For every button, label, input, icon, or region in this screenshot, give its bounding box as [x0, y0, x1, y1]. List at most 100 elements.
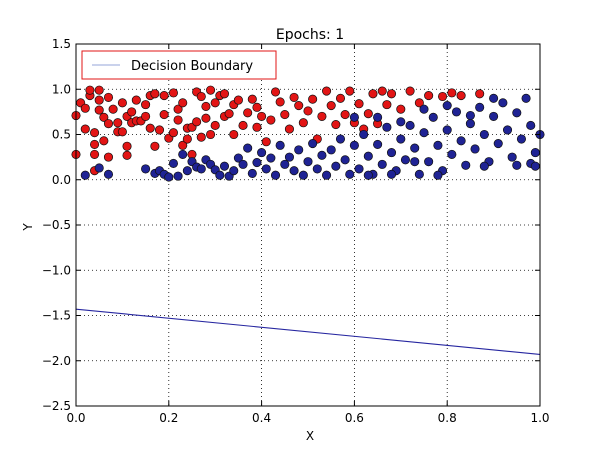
x-axis-label: X — [306, 429, 314, 443]
blue-point-77 — [489, 111, 499, 121]
blue-point-55 — [386, 148, 397, 158]
blue-point-52 — [373, 139, 383, 150]
red-point-55 — [196, 132, 206, 142]
blue-point-2 — [103, 169, 114, 179]
blue-point-28 — [261, 164, 271, 174]
blue-point-46 — [345, 169, 355, 179]
red-point-38 — [154, 125, 165, 135]
red-point-7 — [90, 128, 100, 138]
red-point-102 — [386, 89, 397, 99]
red-point-90 — [331, 119, 341, 130]
blue-point-8 — [168, 158, 178, 169]
blue-point-75 — [479, 129, 489, 140]
blue-point-90 — [396, 117, 406, 127]
red-point-81 — [289, 92, 299, 102]
red-point-44 — [173, 115, 183, 125]
red-point-54 — [196, 91, 206, 102]
decision-boundary — [75, 308, 541, 355]
red-point-91 — [335, 93, 346, 103]
red-point-78 — [275, 97, 285, 107]
blue-point-38 — [308, 139, 318, 149]
blue-point-9 — [173, 171, 183, 181]
blue-point-24 — [243, 143, 253, 153]
blue-point-60 — [410, 143, 420, 153]
blue-point-49 — [359, 129, 369, 140]
legend-entry-decision-boundary: Decision Boundary — [131, 59, 253, 74]
blue-point-88 — [349, 112, 359, 122]
red-point-8 — [90, 139, 100, 150]
red-point-75 — [261, 137, 271, 147]
blue-point-10 — [178, 149, 188, 159]
blue-point-78 — [493, 139, 503, 149]
blue-point-58 — [400, 155, 410, 165]
blue-point-22 — [233, 153, 243, 163]
blue-point-59 — [405, 120, 415, 130]
red-point-28 — [127, 107, 137, 117]
blue-point-63 — [424, 157, 434, 167]
red-point-67 — [229, 129, 239, 140]
decision-boundary-line — [75, 308, 541, 355]
red-point-69 — [238, 120, 248, 130]
red-point-93 — [345, 86, 355, 96]
red-point-60 — [210, 120, 220, 130]
blue-point-101 — [433, 170, 443, 180]
blue-point-62 — [419, 128, 429, 138]
red-point-84 — [303, 106, 313, 116]
red-point-83 — [298, 118, 308, 128]
red-point-18 — [103, 92, 114, 102]
red-point-3 — [80, 124, 90, 134]
y-tick-label-2: 0.5 — [52, 128, 71, 142]
red-point-26 — [122, 150, 132, 160]
blue-point-26 — [252, 158, 262, 168]
blue-point-42 — [326, 145, 336, 155]
blue-point-23 — [238, 159, 248, 169]
red-point-56 — [201, 101, 211, 111]
red-point-79 — [280, 110, 290, 120]
data-points — [71, 85, 545, 182]
blue-point-98 — [363, 170, 373, 180]
red-point-85 — [308, 94, 318, 104]
blue-point-92 — [442, 100, 452, 111]
y-tick-label-0: 1.5 — [52, 37, 71, 51]
red-point-25 — [122, 141, 132, 151]
blue-point-43 — [331, 161, 341, 171]
blue-point-40 — [317, 150, 327, 160]
red-point-76 — [266, 115, 276, 125]
red-point-70 — [243, 108, 253, 118]
red-point-58 — [206, 129, 216, 140]
y-tick-label-3: 0.0 — [52, 173, 71, 187]
blue-point-91 — [419, 104, 429, 114]
blue-point-25 — [247, 168, 257, 178]
blue-point-21 — [229, 166, 239, 176]
blue-point-100 — [410, 157, 420, 167]
red-point-109 — [456, 91, 466, 101]
red-point-39 — [159, 110, 169, 120]
red-point-20 — [113, 118, 123, 128]
red-point-103 — [396, 104, 406, 114]
red-point-34 — [145, 123, 155, 133]
blue-point-30 — [270, 170, 281, 180]
red-point-37 — [150, 89, 160, 99]
blue-point-102 — [479, 161, 489, 171]
axis-ticks: 0.0 0.2 0.4 0.6 0.8 1.0 1.5 1.0 0.5 0.0 −0.5 −1.0 −1… — [42, 37, 550, 425]
blue-point-74 — [475, 102, 485, 112]
red-point-71 — [247, 94, 257, 104]
red-point-11 — [94, 95, 104, 105]
blue-point-83 — [516, 134, 526, 144]
y-tick-label-5: −1.0 — [42, 263, 71, 277]
blue-point-64 — [428, 112, 438, 122]
red-point-33 — [141, 111, 151, 121]
y-tick-label-8: −2.5 — [42, 399, 71, 413]
y-tick-label-7: −2.0 — [42, 354, 71, 368]
red-point-95 — [354, 99, 364, 109]
y-tick-label-6: −1.5 — [42, 309, 71, 323]
x-tick-label-5: 1.0 — [530, 411, 549, 425]
y-tick-label-4: −0.5 — [42, 218, 71, 232]
red-point-9 — [90, 149, 100, 159]
red-point-36 — [150, 141, 160, 151]
red-point-17 — [103, 119, 114, 129]
red-point-4 — [80, 103, 90, 113]
red-point-72 — [252, 122, 262, 132]
red-point-14 — [99, 112, 109, 122]
